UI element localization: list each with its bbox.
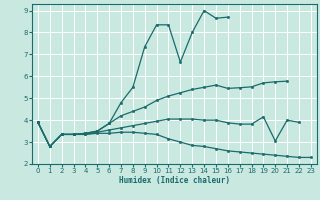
X-axis label: Humidex (Indice chaleur): Humidex (Indice chaleur) bbox=[119, 176, 230, 185]
